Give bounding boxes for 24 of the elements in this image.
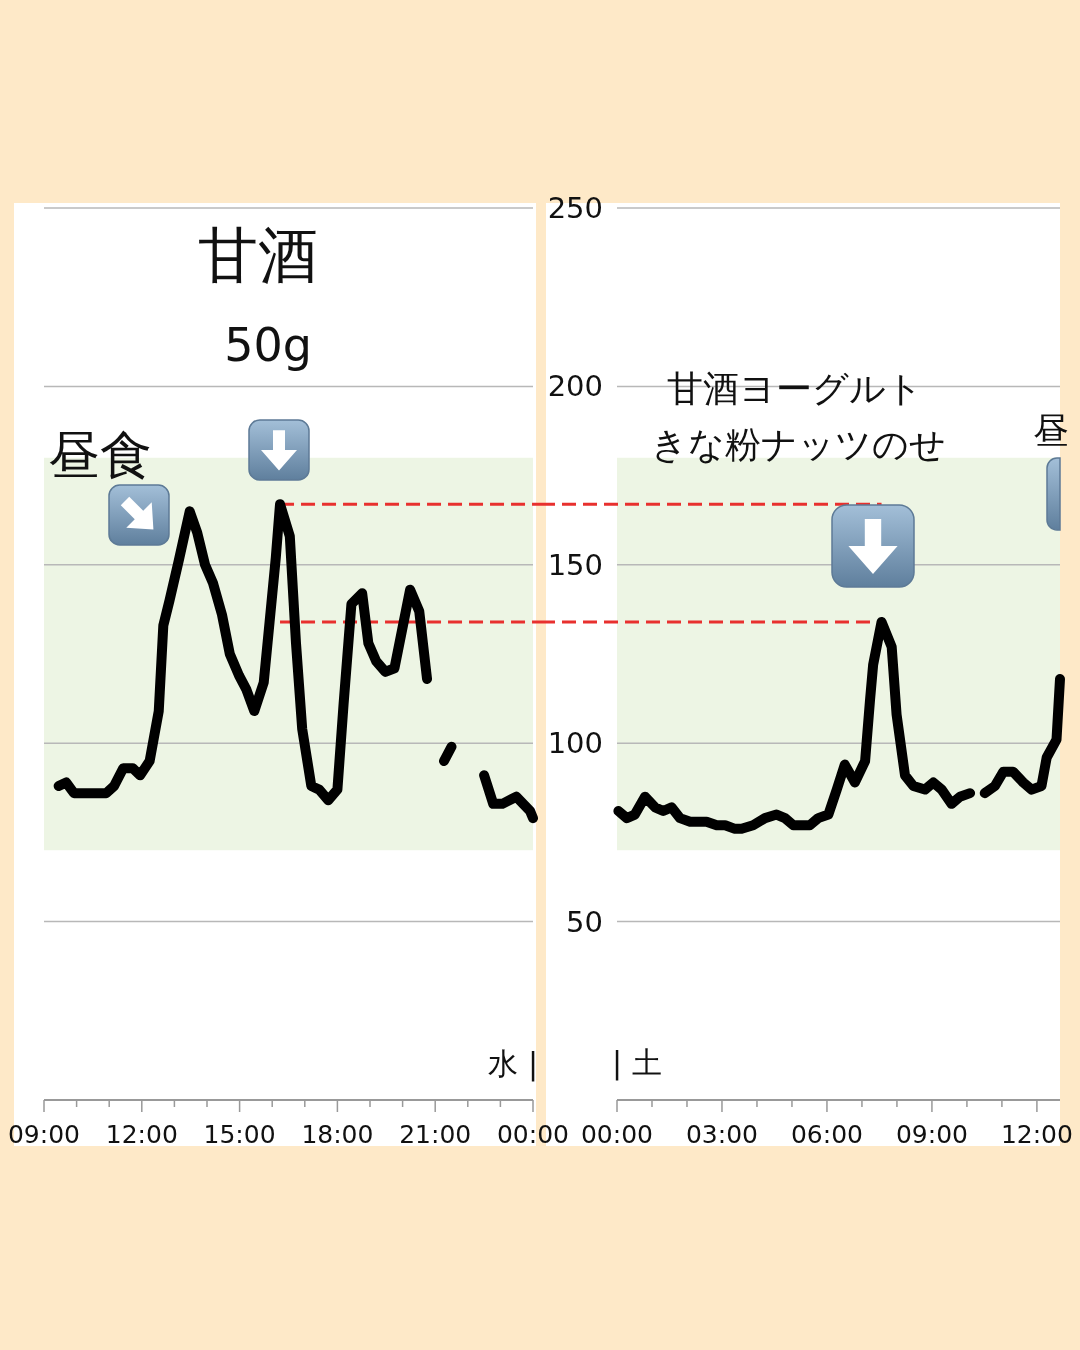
x-tick-label: 18:00 bbox=[301, 1119, 374, 1149]
annotation: 昼 bbox=[1033, 409, 1069, 451]
x-tick-label: 21:00 bbox=[399, 1119, 472, 1149]
annotation: 水 | bbox=[488, 1045, 538, 1082]
y-tick-label: 200 bbox=[547, 369, 603, 404]
x-tick-label: 09:00 bbox=[895, 1119, 968, 1149]
annotation: 50g bbox=[224, 318, 312, 372]
x-tick-label: 15:00 bbox=[203, 1119, 276, 1149]
annotation: | 土 bbox=[612, 1044, 662, 1081]
y-tick-label: 100 bbox=[547, 726, 603, 761]
annotation: きな粉ナッツのせ bbox=[650, 423, 946, 465]
annotation: 甘酒ヨーグルト bbox=[667, 367, 923, 409]
x-tick-label: 00:00 bbox=[496, 1119, 570, 1149]
annotation: 昼食 bbox=[48, 425, 152, 485]
annotation: 甘酒 bbox=[198, 220, 318, 290]
y-tick-label: 150 bbox=[547, 547, 603, 582]
x-tick-label: 12:00 bbox=[1000, 1119, 1073, 1149]
x-tick-label: 09:00 bbox=[7, 1119, 81, 1149]
x-tick-label: 03:00 bbox=[685, 1119, 758, 1149]
x-tick-label: 00:00 bbox=[580, 1119, 654, 1149]
x-tick-label: 12:00 bbox=[105, 1119, 178, 1149]
x-tick-label: 06:00 bbox=[790, 1119, 863, 1149]
y-tick-label: 50 bbox=[566, 904, 603, 939]
y-tick-label: 250 bbox=[547, 191, 603, 225]
